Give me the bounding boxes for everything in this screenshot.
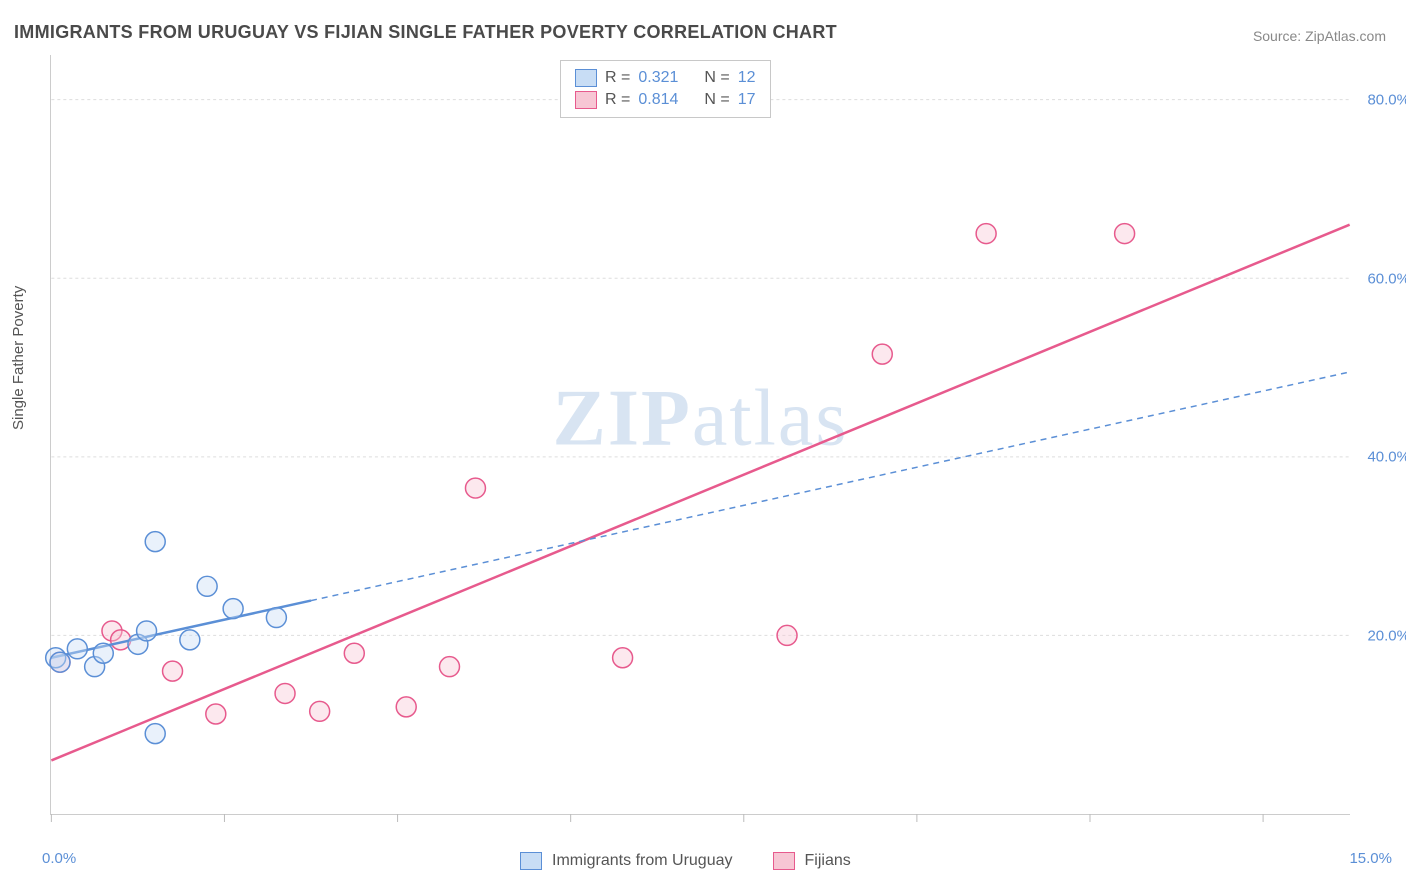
- r-label: R =: [605, 69, 630, 87]
- swatch-fijians: [575, 91, 597, 109]
- n-value-fijians: 17: [738, 91, 756, 109]
- swatch-fijians-bottom: [773, 852, 795, 870]
- r-label: R =: [605, 91, 630, 109]
- plot-area: ZIPatlas 20.0%40.0%60.0%80.0%: [50, 55, 1350, 815]
- legend-label-uruguay: Immigrants from Uruguay: [552, 852, 733, 870]
- legend-correlation: R = 0.321 N = 12 R = 0.814 N = 17: [560, 60, 771, 118]
- legend-row-uruguay: R = 0.321 N = 12: [575, 67, 756, 89]
- chart-title: IMMIGRANTS FROM URUGUAY VS FIJIAN SINGLE…: [14, 22, 837, 43]
- source-attribution: Source: ZipAtlas.com: [1253, 28, 1386, 44]
- y-tick-60: 60.0%: [1367, 270, 1406, 287]
- legend-item-fijians: Fijians: [773, 852, 851, 870]
- r-value-uruguay: 0.321: [638, 69, 678, 87]
- legend-row-fijians: R = 0.814 N = 17: [575, 89, 756, 111]
- y-tick-80: 80.0%: [1367, 91, 1406, 108]
- n-label: N =: [704, 91, 729, 109]
- chart-svg: [51, 55, 1350, 814]
- source-prefix: Source:: [1253, 28, 1305, 44]
- n-label: N =: [704, 69, 729, 87]
- r-value-fijians: 0.814: [638, 91, 678, 109]
- legend-label-fijians: Fijians: [805, 852, 851, 870]
- y-axis-label: Single Father Poverty: [10, 286, 27, 430]
- legend-item-uruguay: Immigrants from Uruguay: [520, 852, 733, 870]
- source-name: ZipAtlas.com: [1305, 28, 1386, 44]
- x-tick-15: 15.0%: [1349, 850, 1392, 867]
- legend-series: Immigrants from Uruguay Fijians: [520, 852, 851, 870]
- swatch-uruguay: [575, 69, 597, 87]
- n-value-uruguay: 12: [738, 69, 756, 87]
- y-tick-40: 40.0%: [1367, 449, 1406, 466]
- x-tick-0: 0.0%: [42, 850, 76, 867]
- swatch-uruguay-bottom: [520, 852, 542, 870]
- y-tick-20: 20.0%: [1367, 628, 1406, 645]
